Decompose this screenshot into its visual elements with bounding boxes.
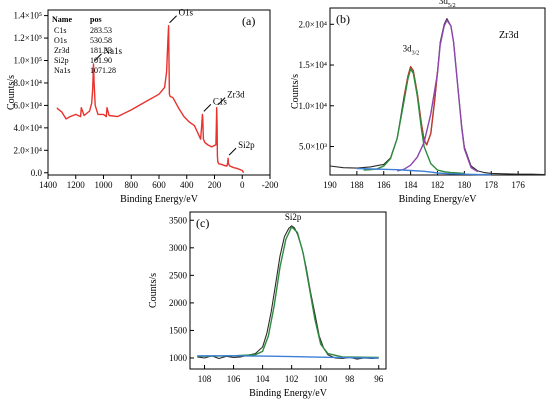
series-line-2	[197, 355, 379, 359]
plot-frame	[189, 211, 387, 370]
series-line-4	[356, 167, 492, 176]
y-tick-label: 2500	[169, 270, 188, 280]
series-line-0	[329, 18, 546, 176]
table-cell-name: Si2p	[54, 56, 69, 65]
peak-label-sub: 3/2	[412, 50, 420, 56]
chart-panel-c: 108 106 104 102 100 98 96 1000 1500 2000 2500 3000 3…	[148, 211, 387, 399]
peak-label: Si2p	[285, 212, 302, 222]
x-tick-label: 96	[374, 374, 384, 384]
x-axis-label: Binding Energy/eV	[120, 194, 199, 205]
panel-label: (c)	[196, 216, 209, 230]
peak-label-base: 3d	[439, 0, 449, 6]
x-tick-label: 200	[208, 180, 222, 190]
peak-label: C1s	[213, 96, 228, 106]
peak-leader	[169, 15, 177, 24]
x-tick-label: 178	[485, 180, 499, 190]
table-cell-name: Na1s	[54, 66, 70, 75]
x-tick-label: 188	[350, 180, 364, 190]
x-tick-label: 190	[323, 180, 337, 190]
table-header-pos: pos	[90, 15, 102, 24]
table-cell-pos: 181.33	[90, 46, 112, 55]
y-tick-label: 2.0×10⁴	[299, 19, 327, 29]
x-axis-label: Binding Energy/eV	[399, 194, 478, 205]
peak-label: 3d5/2	[439, 0, 456, 9]
y-tick-label: 5.0×10³	[299, 141, 327, 151]
table-header-name: Name	[52, 15, 72, 24]
table-cell-name: C1s	[54, 26, 66, 35]
peak-label: Na1s	[104, 46, 123, 56]
x-tick-label: 176	[511, 180, 525, 190]
table-cell-pos: 283.53	[90, 26, 112, 35]
x-tick-label: 98	[345, 374, 355, 384]
peak-label: Si2p	[238, 140, 255, 150]
x-tick-label: 400	[180, 180, 194, 190]
panel-label: (b)	[336, 12, 350, 26]
table-cell-pos: 530.58	[90, 36, 112, 45]
y-tick-label: 1000	[169, 353, 188, 363]
x-tick-label: 1200	[67, 180, 86, 190]
x-tick-label: -200	[262, 180, 279, 190]
y-tick-label: 1.4×10⁵	[14, 11, 42, 21]
y-tick-label: 0.0	[31, 168, 43, 178]
peak-label: 3d3/2	[403, 43, 420, 56]
y-axis-label: Counts/s	[6, 75, 17, 110]
y-tick-label: 1500	[169, 325, 188, 335]
x-tick-label: 102	[285, 374, 299, 384]
series-line-0	[56, 25, 245, 174]
x-tick-label: 186	[377, 180, 391, 190]
chart-panel-a: 1400 1200 1000 800 600 400 200 0 -200 0.0 2.0×10⁴ 4…	[6, 8, 279, 205]
x-tick-label: 104	[256, 374, 270, 384]
peak-leader	[94, 53, 102, 62]
x-tick-label: 0	[240, 180, 245, 190]
peak-label: Zr3d	[227, 90, 245, 100]
x-tick-label: 182	[431, 180, 445, 190]
y-tick-label: 2000	[169, 298, 188, 308]
series-line-3	[397, 19, 479, 173]
y-tick-label: 1.0×10⁵	[14, 56, 42, 66]
peak-label: O1s	[179, 8, 194, 18]
series-line-1	[197, 226, 379, 359]
x-tick-label: 800	[125, 180, 139, 190]
panel-title: Zr3d	[499, 30, 518, 41]
y-tick-label: 1.5×10⁴	[299, 60, 327, 70]
table-cell-name: Zr3d	[54, 46, 70, 55]
x-axis-label: Binding Energy/eV	[249, 388, 328, 399]
chart-panel-b: 190 188 186 184 182 180 178 176 5.0×10³ 1.0×10⁴ 1.…	[290, 0, 546, 205]
x-tick-label: 1400	[39, 180, 58, 190]
x-tick-label: 108	[198, 374, 212, 384]
x-tick-label: 180	[458, 180, 472, 190]
y-tick-label: 1.0×10⁴	[299, 101, 327, 111]
y-tick-label: 2.0×10⁴	[14, 145, 42, 155]
y-tick-label: 1.2×10⁵	[14, 33, 42, 43]
y-tick-label: 3500	[169, 215, 188, 225]
peak-leader	[228, 147, 237, 156]
peak-leader	[217, 97, 226, 106]
y-axis-label: Counts/s	[290, 74, 301, 109]
table-cell-pos: 1071.28	[90, 66, 116, 75]
x-tick-label: 106	[227, 374, 241, 384]
panel-label: (a)	[242, 14, 255, 28]
table-cell-name: O1s	[54, 36, 67, 45]
x-tick-label: 100	[314, 374, 328, 384]
series-line-0	[197, 225, 379, 360]
y-tick-label: 6.0×10⁴	[14, 100, 42, 110]
x-tick-label: 600	[152, 180, 166, 190]
y-tick-label: 8.0×10⁴	[14, 78, 42, 88]
peak-leader	[203, 104, 212, 112]
series-line-2	[363, 68, 465, 175]
y-axis-label: Counts/s	[148, 273, 159, 308]
y-tick-label: 4.0×10⁴	[14, 123, 42, 133]
table-cell-pos: 101.90	[90, 56, 112, 65]
peak-label-sub: 5/2	[448, 3, 456, 9]
x-tick-label: 1000	[95, 180, 114, 190]
peak-label-base: 3d	[403, 43, 413, 53]
x-tick-label: 184	[404, 180, 418, 190]
y-tick-label: 3000	[169, 243, 188, 253]
